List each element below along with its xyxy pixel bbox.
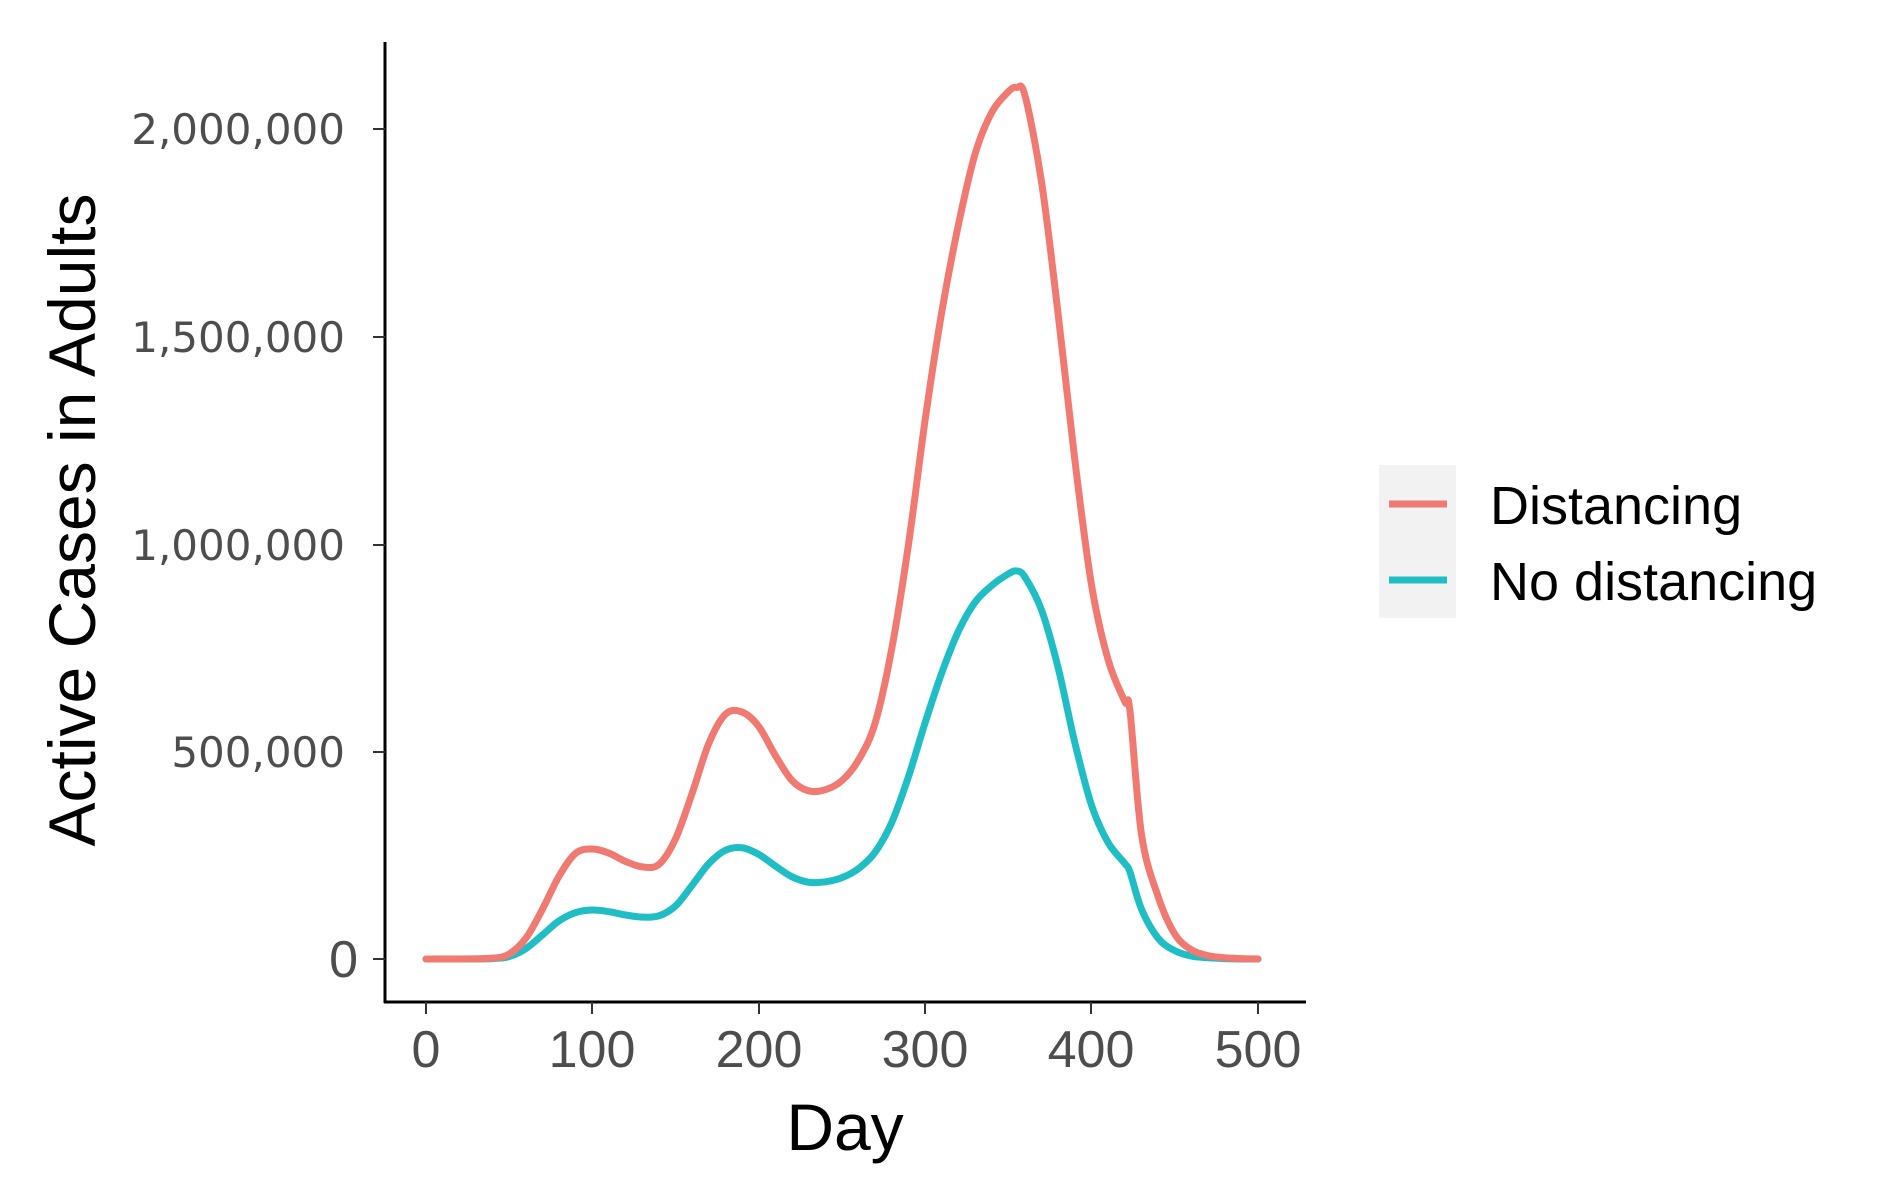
series-line-no-distancing xyxy=(422,567,1262,963)
x-tick-label: 0 xyxy=(412,1021,441,1079)
legend-key-background xyxy=(1379,465,1456,618)
legend: Distancing No distancing xyxy=(1379,465,1817,618)
y-axis-title: Active Cases in Adults xyxy=(35,194,109,847)
x-axis-title: Day xyxy=(786,1090,903,1164)
y-tick-label: 1,000,000 xyxy=(131,521,345,570)
y-tick-label: 500,000 xyxy=(171,728,345,777)
x-tick-label: 200 xyxy=(716,1021,803,1079)
legend-label-distancing: Distancing xyxy=(1490,476,1742,536)
x-axis-ticks: 0 100 200 300 400 500 xyxy=(412,1002,1302,1079)
x-tick-label: 300 xyxy=(882,1021,969,1079)
y-tick-label: 2,000,000 xyxy=(131,105,345,154)
y-tick-label: 0 xyxy=(329,931,358,989)
x-tick-label: 500 xyxy=(1215,1021,1302,1079)
y-axis-ticks: 0 500,000 1,000,000 1,500,000 2,000,000 xyxy=(131,105,385,989)
x-tick-label: 400 xyxy=(1048,1021,1135,1079)
plot-area xyxy=(422,82,1262,963)
x-tick-label: 100 xyxy=(549,1021,636,1079)
legend-label-no-distancing: No distancing xyxy=(1490,552,1817,612)
y-tick-label: 1,500,000 xyxy=(131,313,345,362)
series-line-distancing xyxy=(422,82,1262,963)
